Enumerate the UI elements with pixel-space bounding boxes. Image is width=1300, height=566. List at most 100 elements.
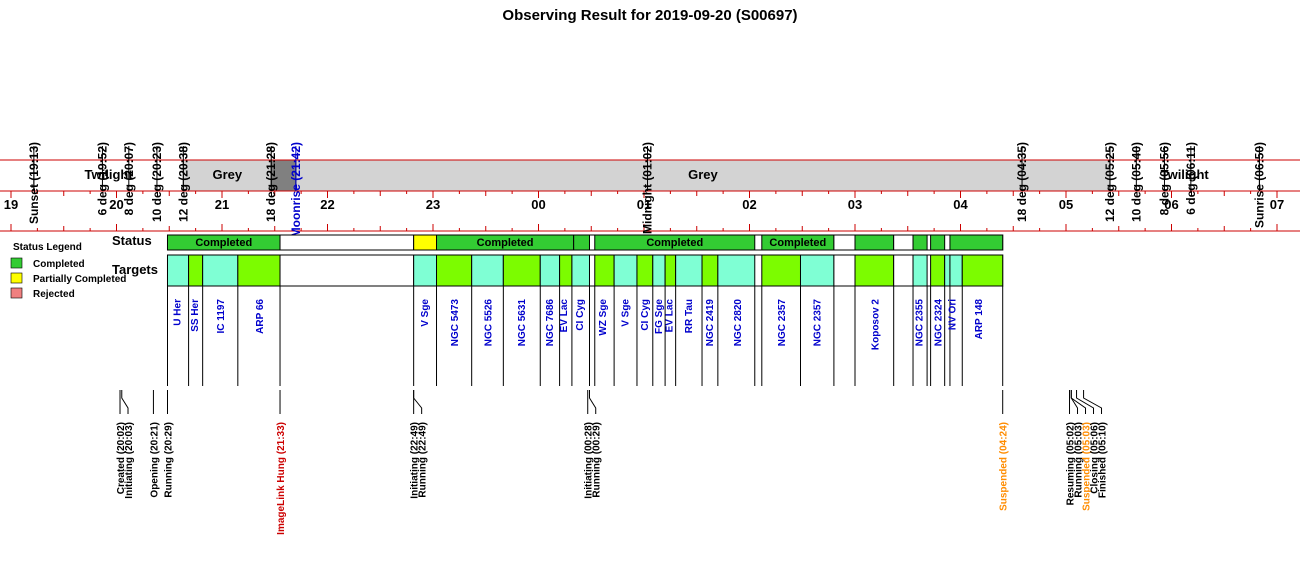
- status-row: Completed Completed Completed Completed: [166, 234, 1004, 251]
- hour-tick-label: 05: [1059, 197, 1073, 212]
- event-layer: Created (20:02)Initiating (20:03) Opening…: [116, 390, 1109, 535]
- target-block: [944, 254, 951, 287]
- target-block: [571, 254, 590, 287]
- status-block-none: [833, 234, 856, 251]
- legend-swatch-rejected: [10, 287, 23, 299]
- sky-marker-label: 10 deg (20:23): [150, 142, 164, 222]
- status-block-completed: [854, 234, 895, 251]
- event-label: Running (22:49): [418, 422, 429, 498]
- hour-tick-label: 00: [531, 197, 545, 212]
- sky-band-label: Twilight: [85, 167, 134, 182]
- sky-marker-label: Midnight (01:02): [641, 142, 655, 234]
- event-label: ImageLink Hung (21:33): [276, 422, 287, 535]
- target-block: [833, 254, 856, 287]
- event-leader: [1083, 390, 1103, 414]
- event-label: Initiating (22:49): [410, 422, 421, 499]
- target-block: [854, 254, 895, 287]
- target-name: NGC 2324: [934, 299, 945, 347]
- status-block-none: [279, 234, 415, 251]
- legend-swatch-completed: [10, 257, 23, 269]
- target-name: NGC 7686: [545, 299, 556, 347]
- sky-band-grey: [183, 160, 272, 191]
- event-label: Suspended (04:24): [999, 422, 1010, 511]
- sky-marker-label: 6 deg (19:52): [95, 142, 109, 215]
- target-block: [799, 254, 835, 287]
- target-block: [188, 254, 204, 287]
- status-block-completed: [594, 234, 756, 251]
- target-block: [202, 254, 239, 287]
- sky-marker-label: Sunrise (06:50): [1252, 142, 1266, 228]
- sky-band-label: Twilight: [1161, 167, 1210, 182]
- event-leader: [121, 390, 129, 414]
- target-name: NGC 2820: [733, 299, 744, 347]
- status-block-label: Completed: [477, 237, 534, 249]
- target-block: [961, 254, 1004, 287]
- event-label: Created (20:02): [116, 422, 127, 494]
- targets-row-label: Targets: [112, 262, 158, 277]
- hour-tick-label: 20: [109, 197, 123, 212]
- status-block-label: Completed: [195, 237, 252, 249]
- target-block: [675, 254, 703, 287]
- target-name: NV Ori: [948, 299, 959, 330]
- target-block: [436, 254, 473, 287]
- sky-marker-label: Moonrise (21:42): [289, 142, 303, 237]
- target-name: NGC 5526: [484, 299, 495, 347]
- event-label: Initiating (00:28): [584, 422, 595, 499]
- event-label: Closing (05:06): [1090, 422, 1101, 494]
- target-block: [893, 254, 914, 287]
- target-name: NGC 5631: [517, 299, 528, 347]
- sky-marker-label: 8 deg (20:07): [122, 142, 136, 215]
- sky-band-dark: [271, 160, 296, 191]
- target-name: U Her: [172, 299, 183, 326]
- status-block-completed: [930, 234, 946, 251]
- sky-band-twilight: [33, 160, 184, 191]
- legend-label-partial: Partially Completed: [33, 274, 126, 285]
- event-leader: [413, 390, 423, 414]
- event-label: Opening (20:21): [149, 422, 160, 498]
- sky-marker-label: 18 deg (21:28): [264, 142, 278, 222]
- target-name: NGC 2357: [812, 299, 823, 347]
- status-block-none: [893, 234, 914, 251]
- target-name: EV Lac: [665, 299, 676, 333]
- event-label: Running (00:29): [592, 422, 603, 498]
- target-name: V Sge: [621, 299, 632, 327]
- target-name: NGC 5473: [450, 299, 461, 347]
- event-label: Initiating (20:03): [124, 422, 135, 499]
- target-block: [471, 254, 504, 287]
- target-name: NGC 2419: [705, 299, 716, 347]
- target-name: ARP 66: [255, 299, 266, 334]
- sky-band-grey: [295, 160, 1110, 191]
- event-leader: [1076, 390, 1095, 414]
- hour-tick-label: 06: [1164, 197, 1178, 212]
- status-block-completed: [912, 234, 928, 251]
- sky-marker-layer: Sunset (19:13) 6 deg (19:52) 8 deg (20:07)…: [27, 142, 1267, 237]
- hour-tick-label: 04: [953, 197, 968, 212]
- target-name: EV Lac: [559, 299, 570, 333]
- hour-tick-label: 22: [320, 197, 334, 212]
- target-name: ARP 148: [974, 299, 985, 340]
- target-block: [761, 254, 801, 287]
- status-block-completed: [949, 234, 1004, 251]
- target-block: [279, 254, 415, 287]
- event-label: Running (20:29): [163, 422, 174, 498]
- sky-band-label: Grey: [212, 167, 242, 182]
- target-block: [717, 254, 756, 287]
- hour-tick-label: 19: [4, 197, 18, 212]
- status-block-label: Completed: [769, 237, 826, 249]
- event-label: Suspended (05:03): [1082, 422, 1093, 511]
- legend-label-rejected: Rejected: [33, 289, 75, 300]
- sky-band-twilight: [1109, 160, 1260, 191]
- target-name: CI Cyg: [575, 299, 586, 331]
- legend-title: Status Legend: [13, 242, 82, 253]
- sky-marker-label: 12 deg (05:25): [1103, 142, 1117, 222]
- target-name: NGC 2355: [914, 299, 925, 347]
- target-block: [413, 254, 438, 287]
- target-block: [559, 254, 573, 287]
- target-block: [949, 254, 963, 287]
- target-name: CI Cyg: [640, 299, 651, 331]
- target-name: Koposov 2: [870, 299, 881, 351]
- hour-tick-label: 02: [742, 197, 756, 212]
- targets-row: [166, 254, 1004, 287]
- time-axis: 19 20 21 22 23 00 01 02 03 04 05 06 07: [0, 159, 1300, 232]
- legend-label-completed: Completed: [33, 259, 85, 270]
